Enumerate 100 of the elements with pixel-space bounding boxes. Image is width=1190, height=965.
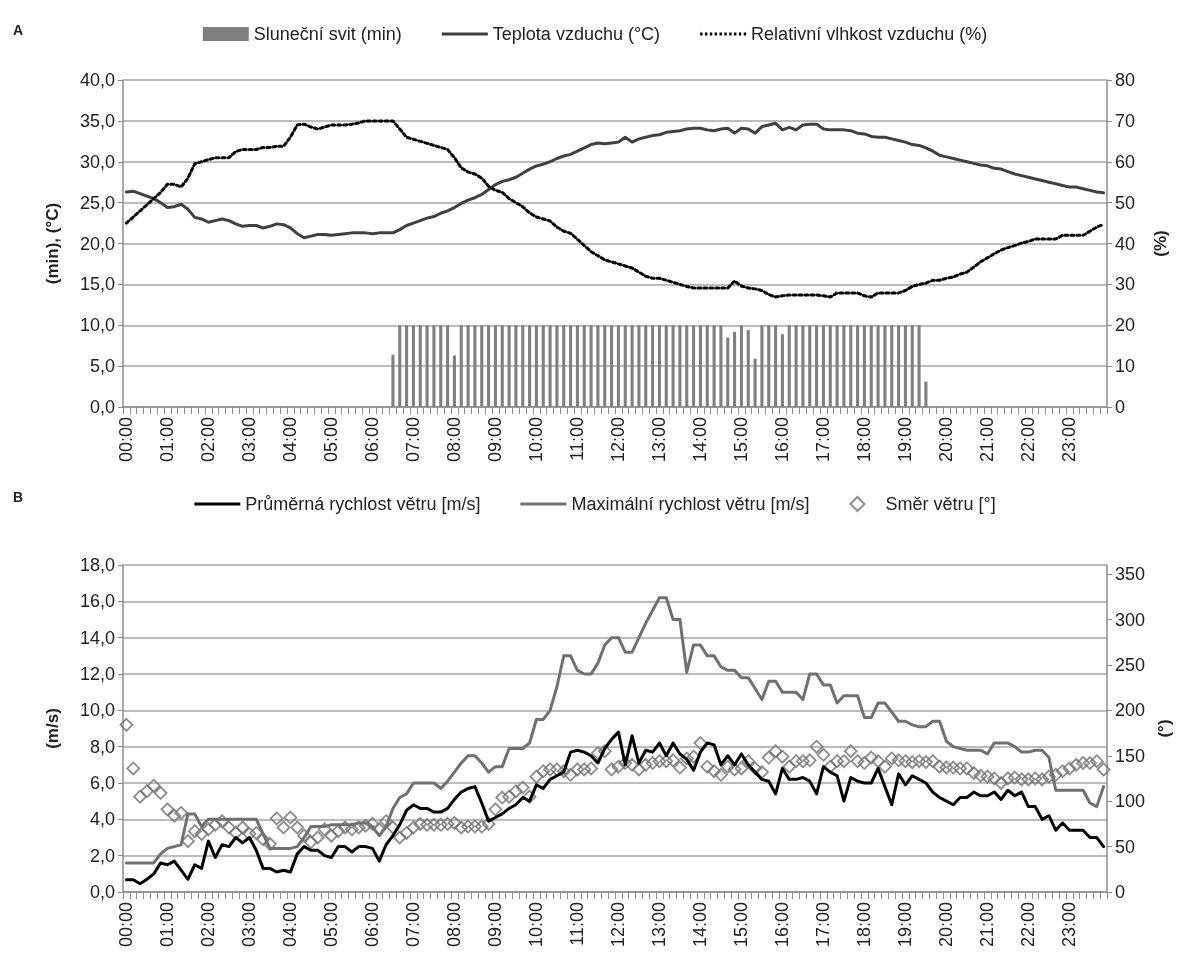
bar [835, 325, 839, 407]
y2-tick-label: 350 [1115, 564, 1146, 585]
x-tick-label: 19:00 [895, 902, 916, 948]
legend-label: Průměrná rychlost větru [m/s] [245, 494, 481, 514]
line-series [124, 596, 1106, 865]
bar [487, 325, 491, 407]
bar [562, 325, 566, 407]
y-tick-label: 0,0 [89, 397, 115, 417]
bar [459, 325, 463, 407]
bar [910, 325, 914, 407]
bar [630, 325, 634, 407]
x-tick-label: 16:00 [772, 417, 793, 463]
y2-tick-label: 40 [1115, 233, 1136, 254]
bar [616, 325, 620, 407]
bar [534, 325, 538, 407]
x-tick-label: 10:00 [526, 902, 547, 948]
bar [623, 325, 627, 407]
bar [411, 325, 415, 407]
bar [753, 358, 757, 407]
chart-title: A [13, 22, 24, 38]
bar [774, 325, 778, 407]
bar [405, 325, 409, 407]
y2-tick-label: 10 [1115, 356, 1136, 377]
bar [493, 325, 497, 407]
bar [671, 325, 675, 407]
bar [767, 325, 771, 407]
bar [582, 325, 586, 407]
bar [521, 325, 525, 407]
bar [480, 325, 484, 407]
y-tick-label: 18,0 [79, 555, 115, 575]
bar [787, 325, 791, 407]
y2-axis-title: (°) [1154, 719, 1174, 738]
y2-tick-label: 0 [1115, 882, 1126, 902]
y2-tick-label: 50 [1115, 836, 1136, 857]
y-tick-label: 25,0 [79, 192, 115, 213]
bar [514, 325, 518, 407]
bar [589, 325, 593, 407]
bar [644, 325, 648, 407]
bar [664, 325, 668, 407]
legend-label: Teplota vzduchu (°C) [492, 24, 661, 44]
bar [719, 325, 723, 407]
bar [548, 325, 552, 407]
bar [446, 325, 450, 407]
bar [780, 334, 784, 407]
bar [760, 325, 764, 407]
legend-label: Relativní vlhkost vzduchu (%) [751, 24, 988, 44]
x-tick-label: 06:00 [362, 417, 383, 463]
bar [398, 325, 402, 407]
bar [897, 325, 901, 407]
chart-title: B [13, 489, 24, 505]
x-tick-label: 03:00 [239, 417, 260, 463]
y-tick-label: 14,0 [79, 627, 115, 648]
bar [651, 325, 655, 407]
x-tick-label: 21:00 [977, 902, 998, 948]
legend-label: Směr větru [°] [885, 494, 996, 514]
bar [828, 325, 832, 407]
x-tick-label: 01:00 [157, 902, 178, 948]
y2-tick-label: 250 [1115, 654, 1146, 675]
bar [439, 325, 443, 407]
bar [698, 325, 702, 407]
bar [903, 325, 907, 407]
bar [637, 325, 641, 407]
legend-label: Sluneční svit (min) [253, 24, 402, 44]
x-tick-label: 03:00 [239, 902, 260, 948]
x-tick-label: 08:00 [444, 902, 465, 948]
x-tick-label: 12:00 [608, 417, 629, 463]
bar [657, 325, 661, 407]
x-tick-label: 12:00 [608, 902, 629, 948]
x-tick-label: 07:00 [403, 902, 424, 948]
bar [842, 325, 846, 407]
x-tick-label: 13:00 [649, 417, 670, 463]
x-tick-label: 04:00 [280, 417, 301, 463]
bar [603, 325, 607, 407]
bar [746, 330, 750, 407]
y2-tick-label: 20 [1115, 315, 1136, 336]
x-tick-label: 21:00 [977, 417, 998, 463]
x-tick-label: 07:00 [403, 417, 424, 463]
x-tick-label: 19:00 [895, 417, 916, 463]
bar [856, 325, 860, 407]
bar [705, 325, 709, 407]
x-tick-label: 05:00 [321, 902, 342, 948]
bar [391, 354, 395, 407]
bar [726, 337, 730, 407]
x-tick-label: 02:00 [198, 417, 219, 463]
x-tick-label: 05:00 [321, 417, 342, 463]
line-series [124, 730, 1106, 886]
bar [917, 325, 921, 407]
x-tick-label: 10:00 [526, 417, 547, 463]
bar [876, 325, 880, 407]
y-tick-label: 10,0 [79, 315, 115, 336]
y2-tick-label: 30 [1115, 274, 1136, 295]
y-tick-label: 8,0 [89, 736, 115, 757]
y2-tick-label: 50 [1115, 192, 1136, 213]
bar [883, 325, 887, 407]
bar [569, 325, 573, 407]
x-tick-label: 18:00 [854, 417, 875, 463]
bar [739, 325, 743, 407]
x-tick-label: 15:00 [731, 902, 752, 948]
bar [575, 325, 579, 407]
y2-tick-label: 150 [1115, 745, 1146, 766]
